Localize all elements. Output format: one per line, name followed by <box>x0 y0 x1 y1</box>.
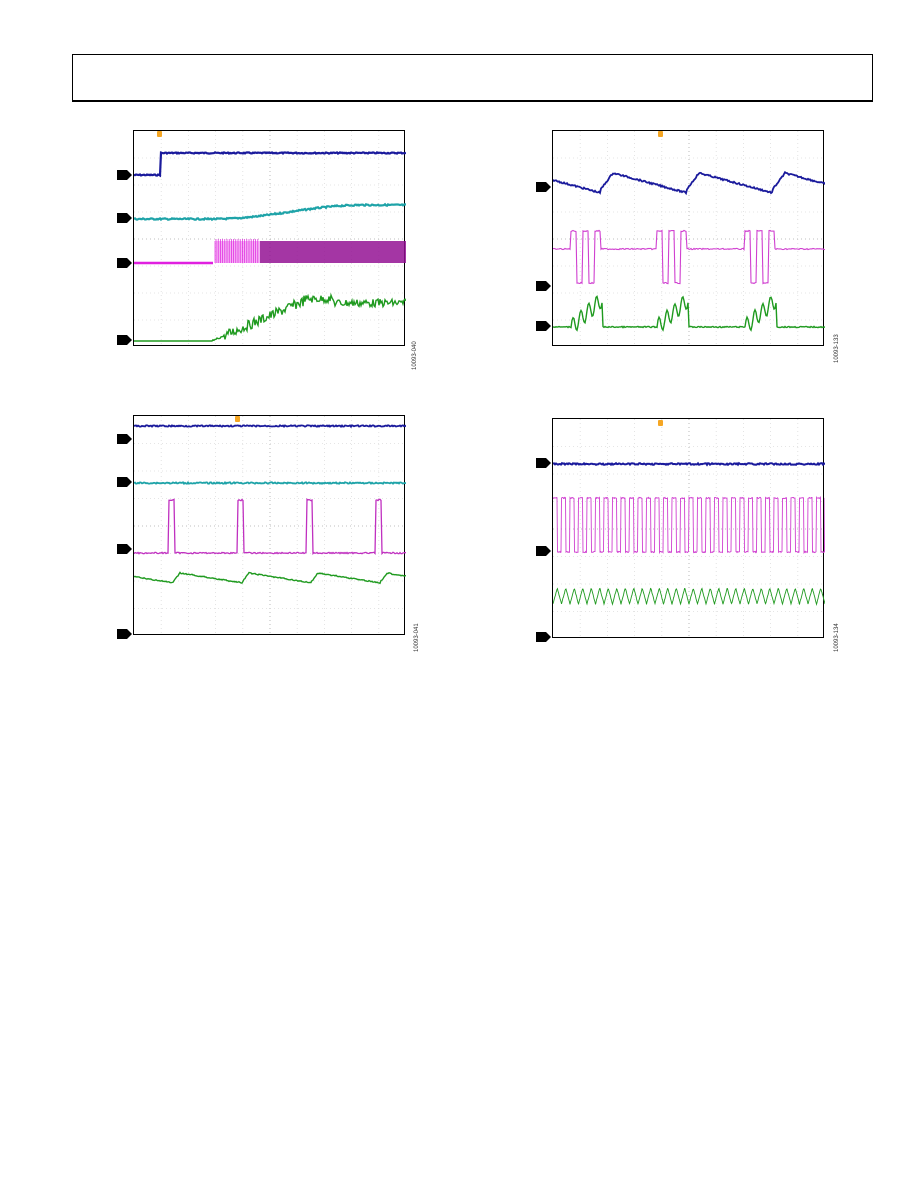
figure-id-3: 10093-041 <box>414 623 420 652</box>
figure-id-1: 10093-040 <box>412 341 418 370</box>
plot-1-canvas <box>134 131 406 347</box>
channel-2-trace <box>553 495 825 555</box>
figure-id-4: 10093-134 <box>834 623 840 652</box>
channel-3-switching-band-dense <box>260 241 406 263</box>
channel-2-trace <box>134 480 406 485</box>
channel-3-trace <box>134 498 406 556</box>
channel-2-trace <box>553 229 825 285</box>
page-header <box>72 54 873 102</box>
channel-1-trace <box>134 151 406 178</box>
channel-3-trace <box>553 587 825 606</box>
graticule <box>553 131 825 347</box>
plot-3-canvas <box>134 416 406 636</box>
oscilloscope-plot-2 <box>552 130 825 347</box>
channel-3-trace <box>553 295 825 332</box>
trigger-marker-icon <box>235 416 240 422</box>
oscilloscope-plot-4 <box>552 418 825 639</box>
figure-id-2: 10093-133 <box>834 334 840 363</box>
channel-1-trace <box>553 461 825 467</box>
trigger-marker-icon <box>658 131 663 137</box>
channel-1-trace <box>134 424 406 429</box>
trigger-marker-icon <box>157 131 162 137</box>
oscilloscope-plot-1 <box>133 130 406 347</box>
plot-2-canvas <box>553 131 825 347</box>
oscilloscope-plot-3 <box>133 415 406 636</box>
graticule <box>134 131 406 347</box>
channel-1-trace <box>553 170 825 196</box>
graticule <box>134 416 406 636</box>
trigger-marker-icon <box>658 420 663 426</box>
channel-4-trace <box>134 571 406 585</box>
channel-2-trace <box>134 202 406 222</box>
channel-4-trace <box>134 292 406 342</box>
channel-3-pulses <box>215 239 259 263</box>
plot-4-canvas <box>553 419 825 639</box>
